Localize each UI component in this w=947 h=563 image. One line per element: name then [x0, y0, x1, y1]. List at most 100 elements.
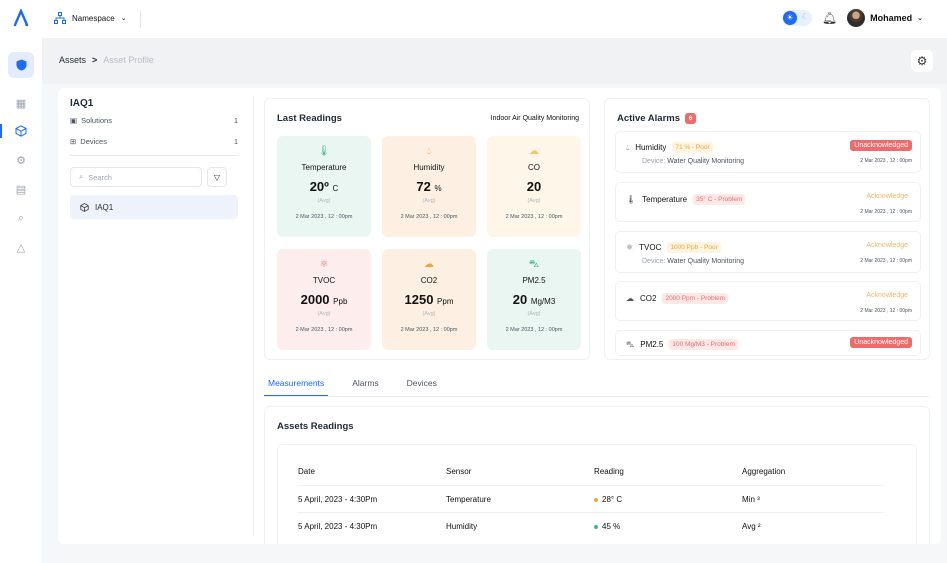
search-placeholder: Search: [88, 172, 112, 182]
alarm-item[interactable]: ☁ CO2 2000 Ppm - Problem Acknowledge 2 Mar 2…: [615, 281, 921, 321]
tab-measurements[interactable]: Measurements: [264, 378, 329, 396]
reading-tile[interactable]: ☁ CO2 1250 Ppm (Avg) 2 Mar 2023 , 12 : 00pm: [382, 249, 476, 350]
tab-devices[interactable]: Devices: [406, 378, 437, 388]
table-row[interactable]: 5 April, 2023 - 4:30Pm Temperature 28° C Mi…: [298, 495, 884, 504]
cell-sensor: Temperature: [446, 495, 491, 504]
tab-alarms[interactable]: Alarms: [352, 378, 379, 388]
theme-toggle[interactable]: ☀ ☾: [781, 10, 812, 26]
shield-icon: [16, 59, 26, 71]
reading-tile[interactable]: 💧︎ Humidity 72 % (Avg) 2 Mar 2023 , 12 : 00p…: [382, 136, 476, 237]
column-header-reading[interactable]: Reading: [594, 467, 624, 476]
sidebar-item-shield[interactable]: [8, 52, 34, 78]
tree-item-iaq1[interactable]: IAQ1: [70, 195, 238, 219]
thermometer-icon: 🌡︎: [626, 195, 637, 204]
acknowledge-button[interactable]: Acknowledge: [862, 191, 912, 202]
alarm-item[interactable]: ⛍ PM2.5 100 Mg/M3 - Problem Unacknowledged: [615, 330, 921, 356]
reading-name: PM2.5: [522, 276, 546, 285]
breadcrumb-root[interactable]: Assets: [59, 55, 87, 65]
sidebar-item-settings[interactable]: ⚙: [8, 147, 34, 173]
filter-icon: ▽: [213, 172, 221, 182]
divider: [298, 485, 884, 486]
breadcrumb: Assets > Asset Profile: [59, 55, 154, 65]
last-readings-card: Last Readings Indoor Air Quality Monitor…: [264, 98, 590, 360]
reading-value: 20º C: [309, 179, 339, 194]
reading-tile[interactable]: ⚛ TVOC 2000 Ppb (Avg) 2 Mar 2023 , 12 : 00pm: [277, 249, 371, 350]
alarm-timestamp: 2 Mar 2023 , 12 : 00pm: [860, 158, 912, 164]
devices-label: Devices: [80, 137, 107, 146]
sidebar-item-layout[interactable]: ▤: [8, 176, 34, 202]
sidebar-item-dashboard[interactable]: ▦: [8, 90, 34, 116]
devices-row[interactable]: ⊞ Devices 1: [70, 137, 238, 146]
sidebar-item-assets[interactable]: [8, 118, 34, 144]
bell-icon[interactable]: 🔔︎: [821, 11, 838, 25]
alarm-device: Device: Water Quality Monitoring: [642, 258, 745, 265]
reading-aggregation: (Avg): [527, 198, 541, 204]
content-area: Assets > Asset Profile ⚙ IAQ1 ▣ Solutions…: [42, 38, 947, 563]
droplet-icon: 💧︎: [427, 146, 431, 157]
alarm-device: Device: Water Quality Monitoring: [642, 158, 745, 165]
reading-tile[interactable]: ⛍ PM2.5 20 Mg/M3 (Avg) 2 Mar 2023 , 12 : 00p…: [487, 249, 581, 350]
chevron-down-icon: ⌄: [917, 15, 923, 22]
reading-tile[interactable]: ☁ CO 20 (Avg) 2 Mar 2023 , 12 : 00pm: [487, 136, 581, 237]
reading-unit: Mg/M3: [530, 297, 556, 306]
divider: [298, 512, 884, 513]
reading-value: 20: [526, 179, 542, 194]
asset-profile-panel: IAQ1 ▣ Solutions 1 ⊞ Devices 1 ⌕ Search ▽ …: [58, 88, 941, 545]
solutions-row[interactable]: ▣ Solutions 1: [70, 116, 238, 125]
column-header-date[interactable]: Date: [298, 467, 315, 476]
solutions-label: Solutions: [81, 116, 112, 125]
alarm-item[interactable]: 🌡︎ Temperature 35° C - Problem Acknowledge 2…: [615, 182, 921, 222]
alarm-item[interactable]: ⚛ TVOC 1000 Ppb - Poor Acknowledge Device: W…: [615, 231, 921, 273]
acknowledge-button[interactable]: Unacknowledged: [850, 140, 912, 151]
column-header-aggregation[interactable]: Aggregation: [742, 467, 786, 476]
alarm-name: CO2: [640, 294, 657, 303]
sidebar-item-alerts[interactable]: △: [8, 234, 34, 260]
assets-readings-card: Assets Readings Date Sensor Reading Aggr…: [264, 406, 930, 545]
acknowledge-button[interactable]: Acknowledge: [862, 290, 912, 301]
bell-outline-icon: △: [16, 241, 26, 254]
alarm-name: Temperature: [642, 195, 688, 204]
search-icon: ⌕: [17, 211, 25, 224]
divider: [264, 396, 930, 397]
divider: [140, 10, 141, 28]
alarm-status-tag: 2000 Ppm - Problem: [662, 293, 729, 304]
alarm-timestamp: 2 Mar 2023 , 12 : 00pm: [860, 308, 912, 314]
cell-reading: 45 %: [594, 522, 742, 531]
acknowledge-button[interactable]: Unacknowledged: [850, 337, 912, 348]
filter-button[interactable]: ▽: [207, 167, 227, 187]
user-name: Mohamed: [870, 13, 913, 23]
app-logo-icon[interactable]: [12, 9, 30, 27]
molecule-icon: ⚛: [626, 243, 634, 252]
user-menu[interactable]: Mohamed ⌄: [847, 9, 923, 27]
status-dot: [594, 524, 598, 529]
settings-button[interactable]: ⚙: [911, 50, 933, 72]
reading-aggregation: (Avg): [317, 198, 331, 204]
alarm-item[interactable]: 💧︎ Humidity 71 % - Poor Unacknowledged Devic…: [615, 131, 921, 173]
sidebar-item-search[interactable]: ⌕: [8, 205, 34, 231]
top-bar: Namespace ⌄ ☀ ☾ 🔔︎ Mohamed ⌄: [0, 0, 947, 38]
avatar: [847, 9, 866, 27]
reading-unit: C: [332, 184, 339, 193]
namespace-selector[interactable]: Namespace ⌄: [54, 12, 127, 24]
table-row[interactable]: 5 April, 2023 - 4:30Pm Humidity 45 % Avg ²: [298, 522, 884, 531]
chevron-down-icon: ⌄: [120, 15, 127, 22]
search-input[interactable]: ⌕ Search: [70, 167, 202, 187]
moon-icon: ☾: [801, 12, 809, 21]
acknowledge-button[interactable]: Acknowledge: [862, 240, 912, 251]
table-header: Date Sensor Reading Aggregation: [298, 467, 884, 476]
alarm-status-tag: 100 Mg/M3 - Problem: [669, 339, 738, 350]
alarm-timestamp: 2 Mar 2023 , 12 : 00pm: [860, 209, 912, 215]
reading-tile[interactable]: 🌡︎ Temperature 20º C (Avg) 2 Mar 2023 , 12 :…: [277, 136, 371, 237]
cell-aggregation: Min ³: [742, 495, 760, 504]
reading-timestamp: 2 Mar 2023 , 12 : 00pm: [505, 214, 563, 220]
chip-icon: ⊞: [70, 137, 77, 146]
reading-value: 72 %: [416, 179, 442, 194]
tree-item-label: IAQ1: [95, 202, 114, 212]
cell-aggregation: Avg ²: [742, 522, 761, 531]
reading-aggregation: (Avg): [317, 311, 331, 317]
readings-table: Date Sensor Reading Aggregation 5 April,…: [277, 444, 917, 545]
active-alarms-card: Active Alarms 6 💧︎ Humidity 71 % - Poor Una…: [604, 98, 930, 360]
reading-timestamp: 2 Mar 2023 , 12 : 00pm: [295, 327, 353, 333]
cloud-icon: ☁: [529, 146, 539, 157]
column-header-sensor[interactable]: Sensor: [446, 467, 472, 476]
